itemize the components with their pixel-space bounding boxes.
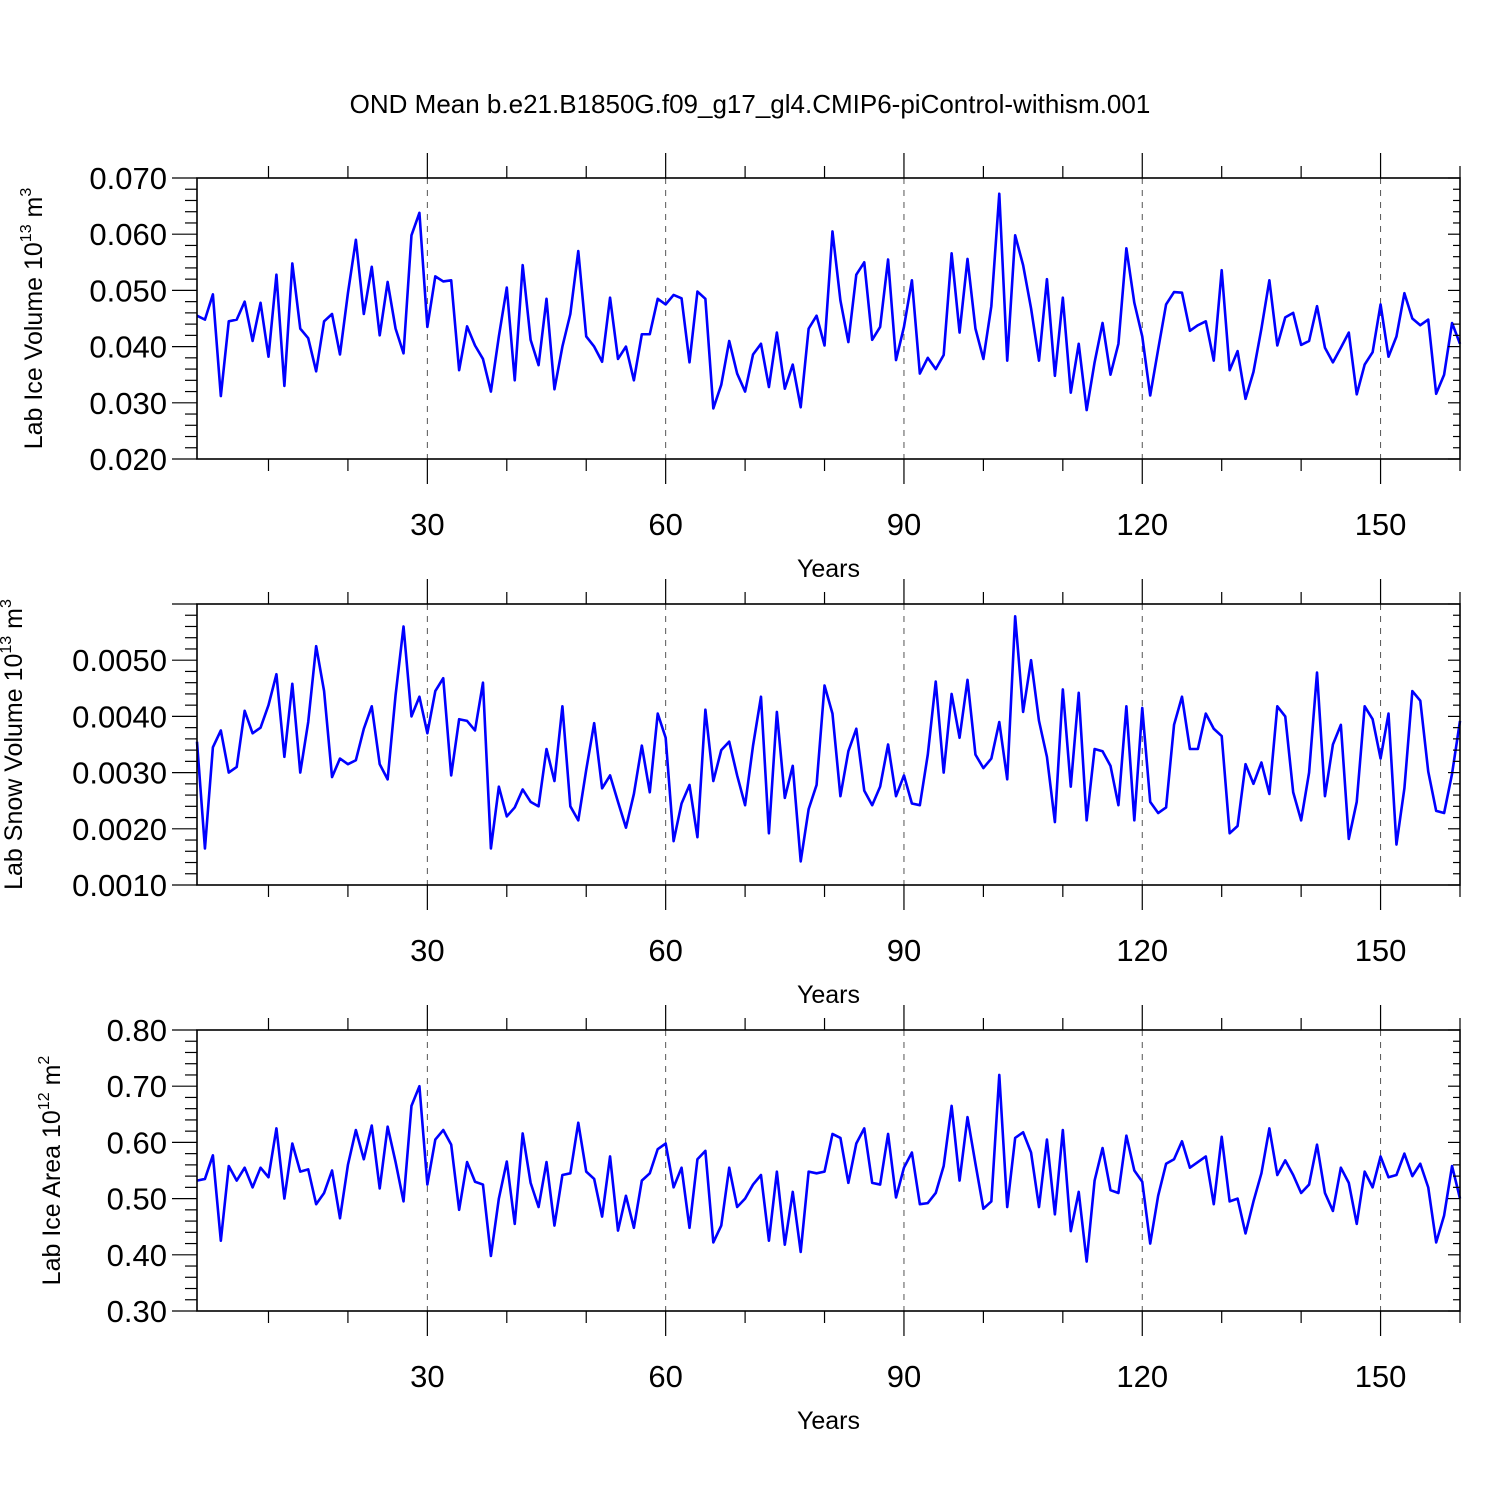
series-line-snow-volume (195, 615, 1462, 863)
x-tick-label: 60 (648, 507, 682, 542)
x-tick-label: 90 (887, 507, 921, 542)
x-tick-label: 150 (1355, 507, 1407, 542)
y-tick-label: 0.0020 (72, 812, 167, 847)
y-tick-label: 0.70 (107, 1069, 167, 1104)
y-tick-label: 0.80 (107, 1013, 167, 1048)
x-axis-label: Years (797, 981, 860, 1009)
plot-frame (196, 1029, 1461, 1312)
panel-ice-area: 0.30 0.40 0.50 0.60 0.70 0.80 30 60 90 120 150 Year… (36, 1005, 1462, 1435)
panels: 0.020 0.030 0.040 0.050 0.060 0.070 30 60 90 120 1… (0, 153, 1462, 1435)
plot-frame (196, 177, 1461, 460)
x-axis-label: Years (797, 555, 860, 583)
x-axis-label: Years (797, 1407, 860, 1435)
x-tick-label: 90 (887, 1359, 921, 1394)
y-tick-label: 0.50 (107, 1182, 167, 1217)
y-tick-label: 0.040 (89, 330, 167, 365)
y-axis-label: Lab Ice Area 1012 m2 (36, 1056, 66, 1286)
y-tick-label: 0.0040 (72, 699, 167, 734)
x-tick-label: 30 (410, 507, 444, 542)
y-tick-label: 0.0050 (72, 643, 167, 678)
panel-ice-volume: 0.020 0.030 0.040 0.050 0.060 0.070 30 60 90 120 1… (18, 153, 1462, 583)
series-line-ice-volume (196, 192, 1462, 412)
y-tick-label: 0.050 (89, 273, 167, 308)
x-tick-label: 120 (1116, 933, 1168, 968)
x-tick-label: 60 (648, 933, 682, 968)
figure-title: OND Mean b.e21.B1850G.f09_g17_gl4.CMIP6-… (350, 89, 1151, 119)
x-tick-label: 90 (887, 933, 921, 968)
x-tick-label: 60 (648, 1359, 682, 1394)
y-tick-label: 0.070 (89, 161, 167, 196)
y-axis-label: Lab Snow Volume 1013 m3 (0, 599, 28, 890)
y-tick-label: 0.020 (89, 442, 167, 477)
y-axis-label: Lab Ice Volume 1013 m3 (18, 188, 48, 450)
x-tick-label: 150 (1355, 933, 1407, 968)
y-tick-label: 0.0010 (72, 868, 167, 903)
y-tick-label: 0.40 (107, 1238, 167, 1273)
panel-snow-volume: 0.0010 0.0020 0.0030 0.0040 0.0050 30 60 90 120 1… (0, 579, 1462, 1009)
y-tick-label: 0.60 (107, 1125, 167, 1160)
plot-frame (196, 603, 1461, 886)
series-line-ice-area (196, 1073, 1462, 1263)
y-tick-label: 0.030 (89, 386, 167, 421)
y-tick-label: 0.0030 (72, 756, 167, 791)
x-tick-label: 120 (1116, 1359, 1168, 1394)
y-tick-label: 0.30 (107, 1294, 167, 1329)
x-tick-label: 120 (1116, 507, 1168, 542)
x-tick-label: 150 (1355, 1359, 1407, 1394)
y-tick-label: 0.060 (89, 217, 167, 252)
x-tick-label: 30 (410, 1359, 444, 1394)
x-tick-label: 30 (410, 933, 444, 968)
